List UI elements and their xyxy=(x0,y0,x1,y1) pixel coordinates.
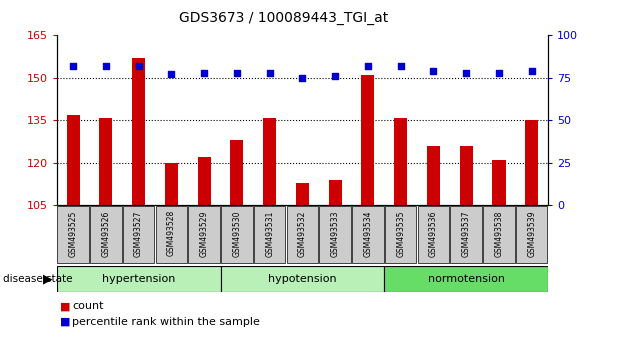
Point xyxy=(494,70,504,76)
Point xyxy=(330,73,340,79)
Text: disease state: disease state xyxy=(3,274,72,284)
Point xyxy=(166,72,176,77)
Bar xyxy=(287,206,318,263)
Point xyxy=(199,70,209,76)
Bar xyxy=(263,118,276,354)
Bar xyxy=(460,146,472,354)
Bar xyxy=(156,206,187,263)
Text: ■: ■ xyxy=(60,301,71,311)
Bar xyxy=(67,115,79,354)
Point xyxy=(101,63,111,69)
Text: GSM493531: GSM493531 xyxy=(265,210,274,257)
Point xyxy=(461,70,471,76)
Bar xyxy=(100,118,112,354)
Bar xyxy=(352,206,384,263)
Text: GDS3673 / 100089443_TGI_at: GDS3673 / 100089443_TGI_at xyxy=(179,11,388,25)
Text: ▶: ▶ xyxy=(43,272,52,285)
Bar xyxy=(319,206,351,263)
Text: GSM493533: GSM493533 xyxy=(331,210,340,257)
Bar xyxy=(493,160,505,354)
Text: GSM493525: GSM493525 xyxy=(69,210,77,257)
Bar xyxy=(296,183,309,354)
Text: GSM493537: GSM493537 xyxy=(462,210,471,257)
Bar xyxy=(221,206,253,263)
Point xyxy=(527,68,537,74)
Text: GSM493529: GSM493529 xyxy=(200,210,209,257)
Bar xyxy=(525,120,538,354)
Text: GSM493534: GSM493534 xyxy=(364,210,372,257)
Bar xyxy=(90,206,122,263)
Point xyxy=(363,63,373,69)
Text: count: count xyxy=(72,301,104,311)
Bar xyxy=(384,266,548,292)
Bar xyxy=(231,140,243,354)
Bar xyxy=(427,146,440,354)
Bar xyxy=(132,58,145,354)
Text: GSM493538: GSM493538 xyxy=(495,210,503,257)
Text: GSM493539: GSM493539 xyxy=(527,210,536,257)
Bar xyxy=(418,206,449,263)
Point xyxy=(297,75,307,81)
Bar xyxy=(220,266,384,292)
Text: GSM493528: GSM493528 xyxy=(167,210,176,257)
Bar xyxy=(516,206,547,263)
Point xyxy=(396,63,406,69)
Bar xyxy=(165,163,178,354)
Bar xyxy=(198,157,210,354)
Text: GSM493536: GSM493536 xyxy=(429,210,438,257)
Text: normotension: normotension xyxy=(428,274,505,284)
Text: percentile rank within the sample: percentile rank within the sample xyxy=(72,317,260,327)
Text: GSM493530: GSM493530 xyxy=(232,210,241,257)
Text: ■: ■ xyxy=(60,317,71,327)
Bar xyxy=(385,206,416,263)
Text: GSM493535: GSM493535 xyxy=(396,210,405,257)
Text: hypertension: hypertension xyxy=(102,274,175,284)
Bar xyxy=(362,75,374,354)
Bar xyxy=(394,118,407,354)
Point xyxy=(428,68,438,74)
Point xyxy=(134,63,144,69)
Bar xyxy=(188,206,220,263)
Text: GSM493532: GSM493532 xyxy=(298,210,307,257)
Bar xyxy=(450,206,482,263)
Bar xyxy=(57,206,89,263)
Bar xyxy=(254,206,285,263)
Point xyxy=(68,63,78,69)
Bar xyxy=(329,180,341,354)
Bar xyxy=(57,266,220,292)
Bar xyxy=(123,206,154,263)
Point xyxy=(265,70,275,76)
Point xyxy=(232,70,242,76)
Text: GSM493527: GSM493527 xyxy=(134,210,143,257)
Bar xyxy=(483,206,515,263)
Text: GSM493526: GSM493526 xyxy=(101,210,110,257)
Text: hypotension: hypotension xyxy=(268,274,336,284)
